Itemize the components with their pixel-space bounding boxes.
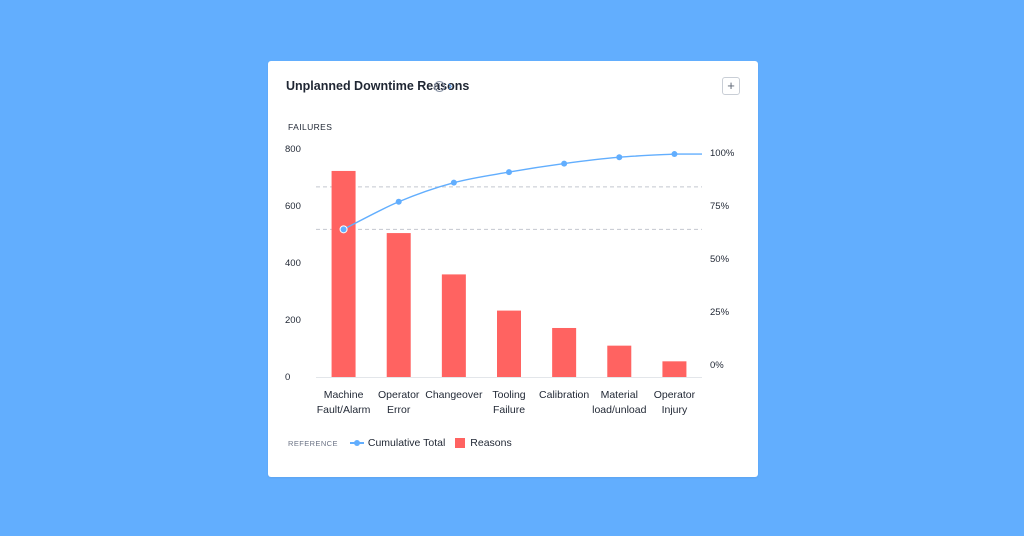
bar (331, 170, 356, 377)
x-tick-label: Operator (654, 389, 696, 401)
cumulative-point (506, 169, 512, 176)
x-tick-label: Fault/Alarm (317, 404, 371, 416)
y-tick-label: 0 (285, 372, 290, 383)
cumulative-point (395, 198, 402, 205)
info-icon[interactable]: i (434, 81, 445, 92)
y2-tick-label: 100% (710, 148, 735, 159)
x-tick-label: Machine (324, 389, 364, 401)
cumulative-point (450, 179, 457, 186)
y2-tick-label: 50% (710, 254, 730, 265)
cumulative-point (339, 225, 348, 234)
y-tick-label: 800 (285, 144, 301, 155)
x-tick-label: Material (601, 389, 638, 401)
chart-title: Unplanned Downtime Reasons (286, 79, 470, 93)
cumulative-point (671, 151, 678, 158)
x-tick-label: Calibration (539, 389, 589, 401)
chevron-right-icon[interactable]: › (448, 78, 453, 93)
x-tick-label: load/unload (592, 404, 646, 416)
bar (386, 233, 411, 377)
x-tick-label: Changeover (425, 389, 483, 401)
bar (662, 361, 687, 377)
legend-item-cumulative[interactable]: Cumulative Total (367, 437, 446, 449)
legend: REFERENCE Cumulative Total Reasons (288, 435, 522, 451)
y2-tick-label: 0% (710, 360, 724, 371)
x-tick-label: Error (387, 404, 411, 416)
y-tick-label: 200 (285, 315, 301, 326)
x-tick-label: Failure (493, 404, 525, 416)
x-tick-label: Tooling (492, 389, 525, 401)
y-tick-label: 400 (285, 258, 301, 269)
bar (441, 274, 466, 377)
x-tick-label: Injury (662, 404, 688, 416)
bar (552, 327, 577, 377)
cumulative-point (561, 160, 568, 167)
y2-tick-label: 25% (710, 307, 730, 318)
cumulative-legend-marker[interactable] (349, 438, 364, 448)
y-tick-label: 600 (285, 201, 301, 212)
chart-card: Unplanned Downtime Reasons i › + FAILURE… (268, 61, 758, 477)
pareto-chart: 0 200 400 600 800 0% 25% 50% 75% 100% Machine Fault… (285, 144, 735, 416)
bar (607, 345, 632, 377)
y-axis-title: FAILURES (288, 122, 333, 132)
cumulative-line (343, 153, 702, 230)
legend-title: REFERENCE (288, 438, 338, 448)
reasons-legend-swatch[interactable] (455, 438, 466, 448)
legend-item-reasons[interactable]: Reasons (470, 437, 512, 449)
y2-tick-label: 75% (710, 201, 730, 212)
bar (497, 310, 521, 377)
cumulative-point (616, 154, 623, 161)
x-tick-label: Operator (378, 389, 420, 401)
add-button[interactable]: + (722, 77, 740, 95)
